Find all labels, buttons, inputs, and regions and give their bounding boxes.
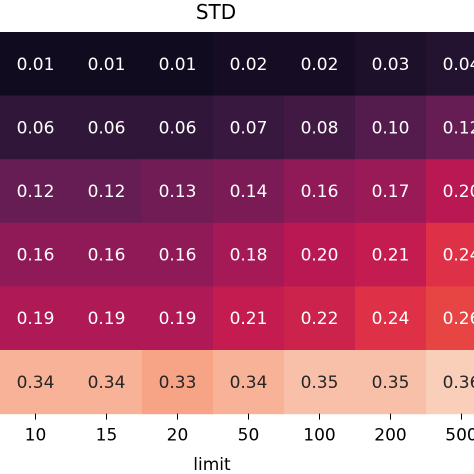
cell-value-label: 0.35	[372, 373, 410, 393]
cell-value-label: 0.03	[372, 55, 410, 75]
cell-value-label: 0.19	[17, 309, 55, 329]
x-tick-label: 100	[303, 426, 335, 446]
heatmap-cell	[0, 32, 72, 97]
heatmap-cell	[0, 350, 72, 415]
cell-value-label: 0.34	[230, 373, 268, 393]
cell-value-label: 0.36	[443, 373, 474, 393]
cell-value-label: 0.19	[88, 309, 126, 329]
heatmap-cell	[142, 159, 214, 224]
heatmap-cell	[426, 159, 474, 224]
cell-value-label: 0.01	[88, 55, 126, 75]
x-tick-label: 20	[167, 426, 189, 446]
cell-value-label: 0.24	[372, 309, 410, 329]
heatmap-cell	[213, 95, 285, 160]
heatmap-cell	[284, 95, 356, 160]
cell-value-label: 0.24	[443, 246, 474, 266]
cell-value-label: 0.33	[159, 373, 197, 393]
cell-value-label: 0.34	[88, 373, 126, 393]
cell-value-label: 0.20	[443, 182, 474, 202]
x-axis-label: limit	[193, 455, 231, 474]
cell-value-label: 0.01	[17, 55, 55, 75]
cell-value-label: 0.17	[372, 182, 410, 202]
heatmap-cell	[0, 159, 72, 224]
heatmap-cell	[142, 32, 214, 97]
cell-value-label: 0.02	[301, 55, 339, 75]
cell-value-label: 0.19	[159, 309, 197, 329]
heatmap-cell	[0, 222, 72, 287]
heatmap-cell	[0, 286, 72, 351]
cell-value-label: 0.13	[159, 182, 197, 202]
cell-value-label: 0.02	[230, 55, 268, 75]
cell-value-label: 0.06	[88, 118, 126, 138]
heatmap-cells: 0.01 0.01 0.01 0.02 0.02 0.03 0.04 0.06 0.06 0.06…	[0, 32, 474, 415]
heatmap-cell	[284, 222, 356, 287]
cell-value-label: 0.16	[159, 246, 197, 266]
heatmap-cell	[355, 350, 427, 415]
x-tick-label: 200	[374, 426, 406, 446]
cell-value-label: 0.16	[17, 246, 55, 266]
cell-value-label: 0.12	[17, 182, 55, 202]
heatmap-cell	[213, 159, 285, 224]
cell-value-label: 0.18	[230, 246, 268, 266]
heatmap-cell	[426, 350, 474, 415]
heatmap-cell	[355, 222, 427, 287]
x-axis: 10 15 20 50 100 200 500	[25, 413, 474, 446]
heatmap-cell	[71, 159, 143, 224]
heatmap-cell	[355, 159, 427, 224]
heatmap-cell	[142, 350, 214, 415]
heatmap-cell	[142, 286, 214, 351]
heatmap-cell	[426, 286, 474, 351]
cell-value-label: 0.35	[301, 373, 339, 393]
heatmap-cell	[426, 95, 474, 160]
cell-value-label: 0.12	[88, 182, 126, 202]
heatmap-cell	[284, 286, 356, 351]
cell-value-label: 0.26	[443, 309, 474, 329]
cell-value-label: 0.20	[301, 246, 339, 266]
cell-value-label: 0.21	[372, 246, 410, 266]
heatmap-cell	[213, 286, 285, 351]
heatmap-cell	[71, 32, 143, 97]
heatmap-cell	[213, 32, 285, 97]
heatmap-cell	[213, 222, 285, 287]
heatmap-cell	[284, 32, 356, 97]
heatmap-cell	[71, 95, 143, 160]
cell-value-label: 0.34	[17, 373, 55, 393]
cell-value-label: 0.06	[17, 118, 55, 138]
x-tick-label: 10	[25, 426, 47, 446]
cell-value-label: 0.16	[88, 246, 126, 266]
cell-value-label: 0.12	[443, 118, 474, 138]
cell-value-label: 0.14	[230, 182, 268, 202]
heatmap-cell	[426, 32, 474, 97]
heatmap-cell	[426, 222, 474, 287]
x-tick-label: 50	[238, 426, 260, 446]
cell-value-label: 0.22	[301, 309, 339, 329]
x-tick-label: 15	[96, 426, 118, 446]
cell-value-label: 0.04	[443, 55, 474, 75]
heatmap-cell	[213, 350, 285, 415]
cell-value-label: 0.06	[159, 118, 197, 138]
heatmap-cell	[284, 350, 356, 415]
heatmap-cell	[355, 32, 427, 97]
heatmap-cell	[0, 95, 72, 160]
heatmap-cell	[71, 350, 143, 415]
heatmap-cell	[355, 286, 427, 351]
heatmap-cell	[71, 222, 143, 287]
heatmap-cell	[142, 222, 214, 287]
heatmap-cell	[284, 159, 356, 224]
cell-value-label: 0.21	[230, 309, 268, 329]
heatmap-cell	[142, 95, 214, 160]
heatmap-cell	[355, 95, 427, 160]
heatmap-cell	[71, 286, 143, 351]
cell-value-label: 0.16	[301, 182, 339, 202]
cell-value-label: 0.08	[301, 118, 339, 138]
cell-value-label: 0.10	[372, 118, 410, 138]
cell-value-label: 0.07	[230, 118, 268, 138]
cell-value-label: 0.01	[159, 55, 197, 75]
x-tick-label: 500	[445, 426, 474, 446]
chart-title: STD	[196, 0, 236, 24]
